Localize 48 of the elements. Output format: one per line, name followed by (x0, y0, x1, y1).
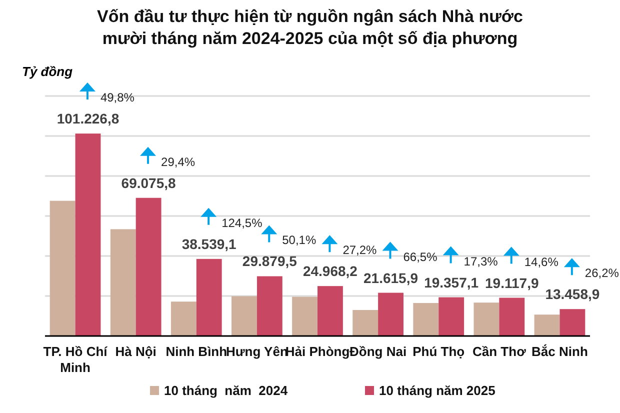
bar (474, 302, 500, 336)
bar (560, 309, 586, 336)
bar (413, 303, 439, 336)
x-tick-label: Cần Thơ (472, 344, 527, 359)
bar (75, 134, 101, 336)
annotation: 26,2% (584, 266, 620, 280)
annotation: 17,3% (464, 254, 498, 268)
bar (292, 296, 318, 336)
legend-label: 10 tháng năm 2024 (164, 383, 288, 398)
y-axis-title: Tỷ đồng (22, 64, 73, 79)
data-label: 19.357,1 (424, 274, 479, 290)
bar (50, 200, 76, 336)
bar (196, 258, 222, 336)
data-label: 38.539,1 (182, 236, 237, 252)
x-tick-label: Bắc Ninh (532, 344, 588, 359)
data-label: 101.226,8 (56, 110, 120, 127)
x-tick-label: Ninh Bình (166, 344, 228, 359)
bar (352, 310, 378, 336)
bar (136, 198, 162, 336)
x-tick-label: Phú Thọ (412, 344, 465, 359)
bar (318, 286, 343, 336)
bar (170, 302, 196, 336)
bar (534, 314, 560, 336)
bar (438, 297, 464, 336)
data-label: 29.879,5 (242, 253, 298, 270)
chart-title: Vốn đầu tư thực hiện từ nguồn ngân sách Nhà nước mười tháng năm 2024-2025 của một số địa phương (97, 7, 523, 48)
annotation: 14,6% (524, 254, 559, 269)
x-tick-label: Hà Nội (115, 344, 156, 359)
annotation: 29,4% (161, 154, 196, 169)
bar (378, 292, 404, 336)
x-tick-label: Đồng Nai (350, 344, 407, 359)
data-label: 24.968,2 (302, 263, 358, 280)
data-label: 19.117,9 (485, 274, 539, 291)
data-label: 69.075,8 (121, 174, 176, 191)
bar (256, 276, 282, 336)
bar (499, 298, 525, 336)
bar (232, 296, 257, 336)
data-label: 21.615,9 (364, 270, 418, 286)
annotation: 49,8% (100, 90, 135, 105)
annotation: 27,2% (342, 243, 378, 258)
x-tick-label: TP. Hồ Chí Minh (43, 344, 108, 375)
annotation: 50,1% (282, 233, 316, 248)
annotation: 124,5% (222, 216, 263, 230)
bar (110, 229, 136, 336)
annotation: 66,5% (403, 250, 438, 264)
legend-label: 10 tháng năm 2025 (379, 383, 496, 398)
data-label: 13.458,9 (545, 286, 600, 302)
x-tick-label: Hưng Yên (226, 344, 288, 359)
